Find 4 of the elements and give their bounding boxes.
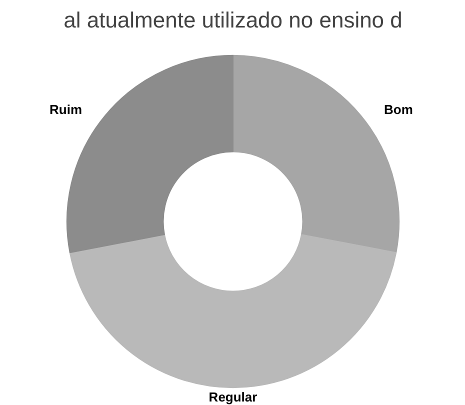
slice-label: Regular [208, 390, 258, 405]
slice-label: Bom [384, 102, 413, 118]
slice-label: Ruim [50, 102, 82, 118]
chart-title: al atualmente utilizado no ensino d [64, 8, 402, 32]
